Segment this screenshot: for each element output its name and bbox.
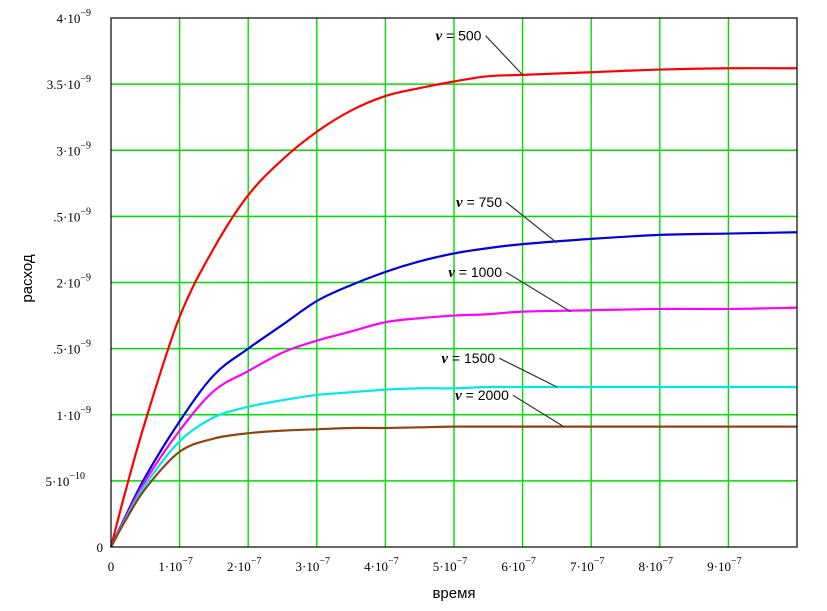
x-tick-label: 7·10−7 bbox=[570, 556, 604, 574]
x-tick-exponent: −7 bbox=[319, 556, 330, 567]
y-tick-exponent: −9 bbox=[80, 140, 91, 151]
plot-frame bbox=[110, 17, 798, 548]
series-label-2000: ν = 2000 bbox=[455, 387, 509, 404]
series-value: = 2000 bbox=[462, 387, 509, 403]
y-tick-exponent: −10 bbox=[69, 471, 85, 482]
x-tick-label: 6·10−7 bbox=[501, 556, 535, 574]
x-tick-exponent: −7 bbox=[594, 556, 605, 567]
series-layer bbox=[109, 67, 798, 548]
y-tick-label: 3.5·10−9 bbox=[47, 74, 91, 92]
series-value: = 1000 bbox=[455, 264, 502, 280]
series-label-750: ν = 750 bbox=[456, 194, 502, 211]
series-label-1000: ν = 1000 bbox=[448, 264, 502, 281]
x-tick-label: 1·10−7 bbox=[158, 556, 192, 574]
series-label-1500: ν = 1500 bbox=[441, 350, 495, 367]
label-pointer bbox=[505, 201, 558, 244]
series-value: = 500 bbox=[442, 27, 482, 43]
y-tick-label: 4·10−9 bbox=[57, 8, 91, 26]
x-tick-label: 5·10−7 bbox=[433, 556, 467, 574]
nu-symbol: ν bbox=[448, 265, 455, 281]
x-tick-exponent: −7 bbox=[182, 556, 193, 567]
y-axis-label: расход bbox=[19, 254, 36, 303]
x-tick-exponent: −7 bbox=[388, 556, 399, 567]
x-tick-label: 0 bbox=[108, 559, 115, 574]
x-tick-label: 9·10−7 bbox=[707, 556, 741, 574]
x-tick-exponent: −7 bbox=[662, 556, 673, 567]
nu-symbol: ν bbox=[441, 351, 448, 367]
x-tick-exponent: −7 bbox=[457, 556, 468, 567]
nu-symbol: ν bbox=[435, 28, 442, 44]
y-tick-exponent: −9 bbox=[80, 74, 91, 85]
y-tick-exponent: −9 bbox=[80, 8, 91, 19]
label-pointer bbox=[485, 35, 524, 76]
series-label-500: ν = 500 bbox=[435, 27, 481, 44]
series-line-2000 bbox=[110, 425, 797, 548]
y-tick-label: 5·10−10 bbox=[46, 471, 85, 489]
series-line-1500 bbox=[110, 385, 797, 548]
label-pointer bbox=[512, 394, 565, 428]
y-tick-exponent: −9 bbox=[80, 339, 91, 350]
label-pointer bbox=[498, 357, 558, 388]
nu-symbol: ν bbox=[456, 195, 463, 211]
y-tick-exponent: −9 bbox=[80, 273, 91, 284]
nu-symbol: ν bbox=[455, 388, 462, 404]
series-value: = 1500 bbox=[448, 350, 495, 366]
x-tick-label: 3·10−7 bbox=[296, 556, 330, 574]
y-tick-label: 3·10−9 bbox=[57, 140, 91, 158]
y-tick-label: 1·10−9 bbox=[57, 405, 91, 423]
x-tick-label: 8·10−7 bbox=[639, 556, 673, 574]
x-tick-exponent: −7 bbox=[251, 556, 262, 567]
y-tick-label: 2·10−9 bbox=[57, 273, 91, 291]
series-line-750 bbox=[110, 231, 798, 548]
x-tick-exponent: −7 bbox=[525, 556, 536, 567]
y-tick-exponent: −9 bbox=[80, 206, 91, 217]
y-tick-label: .5·10−9 bbox=[53, 339, 91, 357]
series-value: = 750 bbox=[463, 194, 503, 210]
y-tick-label: .5·10−9 bbox=[53, 206, 91, 224]
y-tick-exponent: −9 bbox=[80, 405, 91, 416]
x-tick-exponent: −7 bbox=[731, 556, 742, 567]
series-line-500 bbox=[109, 67, 798, 548]
x-tick-label: 2·10−7 bbox=[227, 556, 261, 574]
y-tick-label: 0 bbox=[97, 540, 104, 555]
series-line-1000 bbox=[110, 306, 798, 548]
x-tick-label: 4·10−7 bbox=[364, 556, 398, 574]
x-axis-label: время bbox=[432, 585, 475, 602]
grid bbox=[111, 18, 797, 547]
label-pointer bbox=[505, 271, 571, 313]
